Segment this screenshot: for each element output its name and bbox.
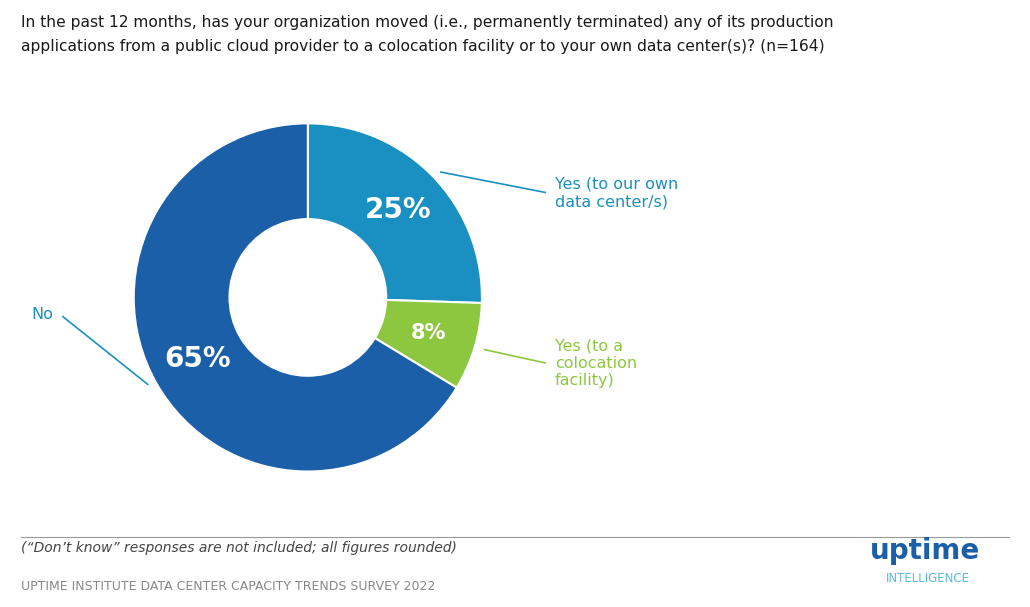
Text: 8%: 8% <box>411 324 447 344</box>
Wedge shape <box>308 123 482 303</box>
Text: 65%: 65% <box>165 345 231 373</box>
Text: UPTIME INSTITUTE DATA CENTER CAPACITY TRENDS SURVEY 2022: UPTIME INSTITUTE DATA CENTER CAPACITY TR… <box>21 580 435 592</box>
Text: Yes (to our own
data center/s): Yes (to our own data center/s) <box>555 177 679 209</box>
Text: applications from a public cloud provider to a colocation facility or to your ow: applications from a public cloud provide… <box>21 39 824 55</box>
Text: INTELLIGENCE: INTELLIGENCE <box>886 572 970 585</box>
Text: Yes (to a
colocation
facility): Yes (to a colocation facility) <box>555 339 638 388</box>
Text: (“Don’t know” responses are not included; all figures rounded): (“Don’t know” responses are not included… <box>21 541 456 555</box>
Wedge shape <box>375 300 482 388</box>
Text: No: No <box>32 307 54 322</box>
Text: uptime: uptime <box>870 537 981 565</box>
Wedge shape <box>134 123 456 472</box>
Text: 25%: 25% <box>366 195 432 223</box>
Text: In the past 12 months, has your organization moved (i.e., permanently terminated: In the past 12 months, has your organiza… <box>21 15 833 30</box>
